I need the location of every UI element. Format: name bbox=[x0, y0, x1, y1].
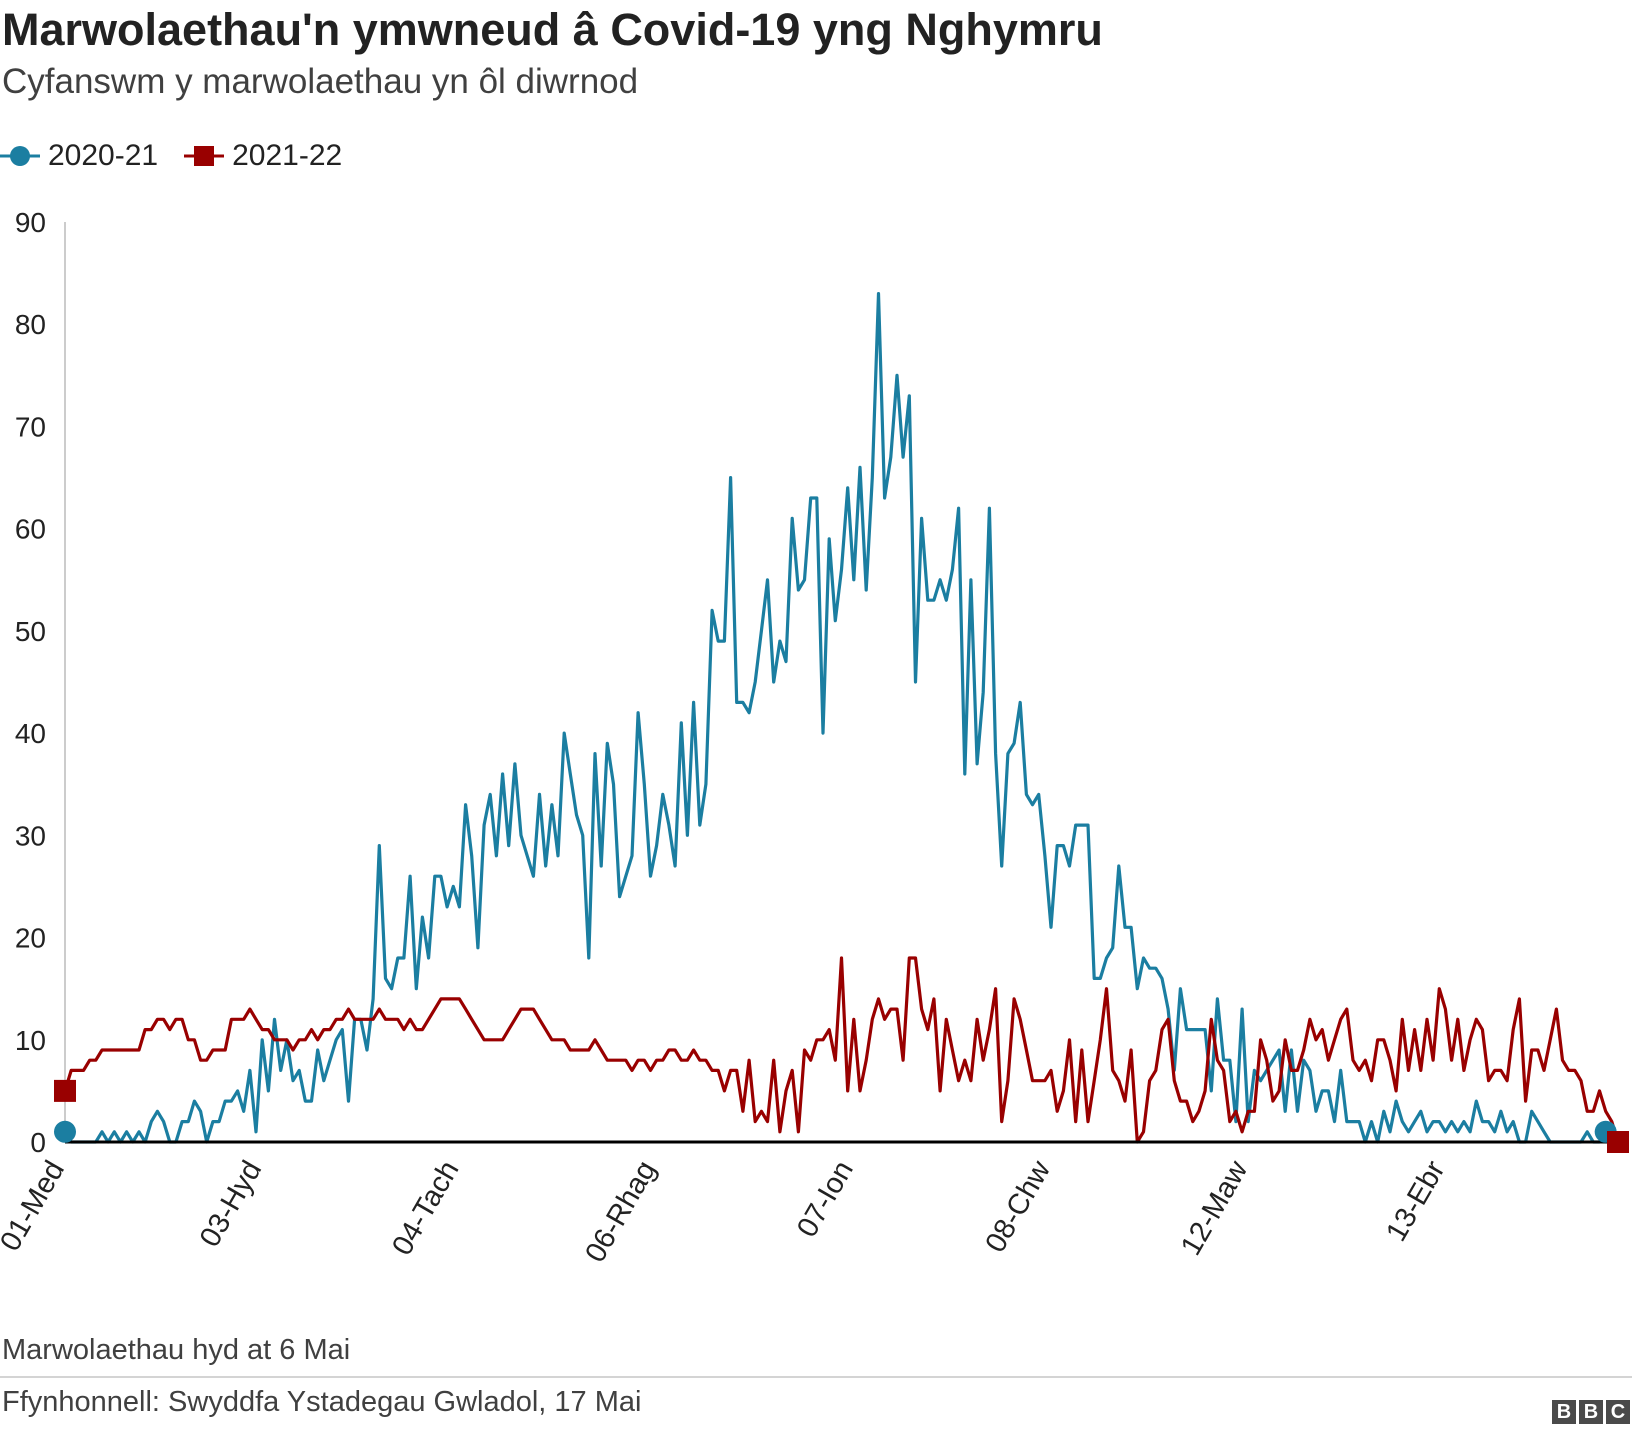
bbc-logo-letter: B bbox=[1552, 1400, 1576, 1424]
x-tick-label: 06-Rhag bbox=[579, 1156, 662, 1268]
x-tick-label: 01-Med bbox=[0, 1156, 71, 1257]
bbc-logo-letter: B bbox=[1579, 1400, 1603, 1424]
x-tick-label: 12-Maw bbox=[1175, 1155, 1255, 1261]
x-tick-label: 13-Ebr bbox=[1380, 1155, 1451, 1247]
series-end-marker bbox=[1607, 1131, 1629, 1153]
series-line-2021-22 bbox=[63, 956, 1620, 1144]
x-tick-label: 07-Ion bbox=[791, 1156, 860, 1243]
y-tick-label: 40 bbox=[15, 718, 46, 749]
line-chart: 0 10 20 30 40 50 60 70 80 90 01-Med 03-Hyd 04-Tach 06… bbox=[0, 207, 1629, 1268]
y-tick-label: 90 bbox=[15, 207, 46, 238]
footer-divider bbox=[0, 1376, 1632, 1378]
chart-title: Marwolaethau'n ymwneud â Covid-19 yng Ng… bbox=[2, 4, 1103, 55]
legend-square-marker bbox=[184, 146, 225, 166]
series-line-2020-21 bbox=[63, 292, 1608, 1144]
series-start-marker bbox=[54, 1120, 76, 1143]
x-tick-label: 03-Hyd bbox=[194, 1156, 268, 1253]
x-tick-label: 04-Tach bbox=[386, 1156, 465, 1261]
legend-item-2020-21: 2020-21 bbox=[0, 139, 158, 173]
source-text: Ffynhonnell: Swyddfa Ystadegau Gwladol, … bbox=[2, 1386, 642, 1418]
y-tick-label: 70 bbox=[15, 411, 46, 442]
bbc-logo: B B C bbox=[1549, 1400, 1630, 1424]
y-tick-label: 50 bbox=[15, 616, 46, 647]
bbc-logo-letter: C bbox=[1606, 1400, 1630, 1424]
legend-circle-marker bbox=[0, 146, 40, 166]
y-tick-label: 80 bbox=[15, 309, 46, 340]
legend: 2020-21 2021-22 bbox=[0, 136, 368, 176]
x-tick-label: 08-Chw bbox=[979, 1155, 1057, 1258]
y-tick-label: 30 bbox=[15, 820, 46, 851]
y-tick-label: 60 bbox=[15, 514, 46, 545]
chart-note: Marwolaethau hyd at 6 Mai bbox=[2, 1334, 351, 1366]
legend-label-2021-22: 2021-22 bbox=[232, 139, 343, 172]
legend-label-2020-21: 2020-21 bbox=[48, 139, 159, 172]
y-tick-label: 20 bbox=[15, 923, 46, 954]
series-start-marker bbox=[54, 1079, 76, 1102]
chart-subtitle: Cyfanswm y marwolaethau yn ôl diwrnod bbox=[2, 62, 639, 101]
legend-item-2021-22: 2021-22 bbox=[184, 139, 342, 173]
y-tick-label: 10 bbox=[15, 1025, 46, 1056]
y-tick-label: 0 bbox=[30, 1127, 46, 1158]
